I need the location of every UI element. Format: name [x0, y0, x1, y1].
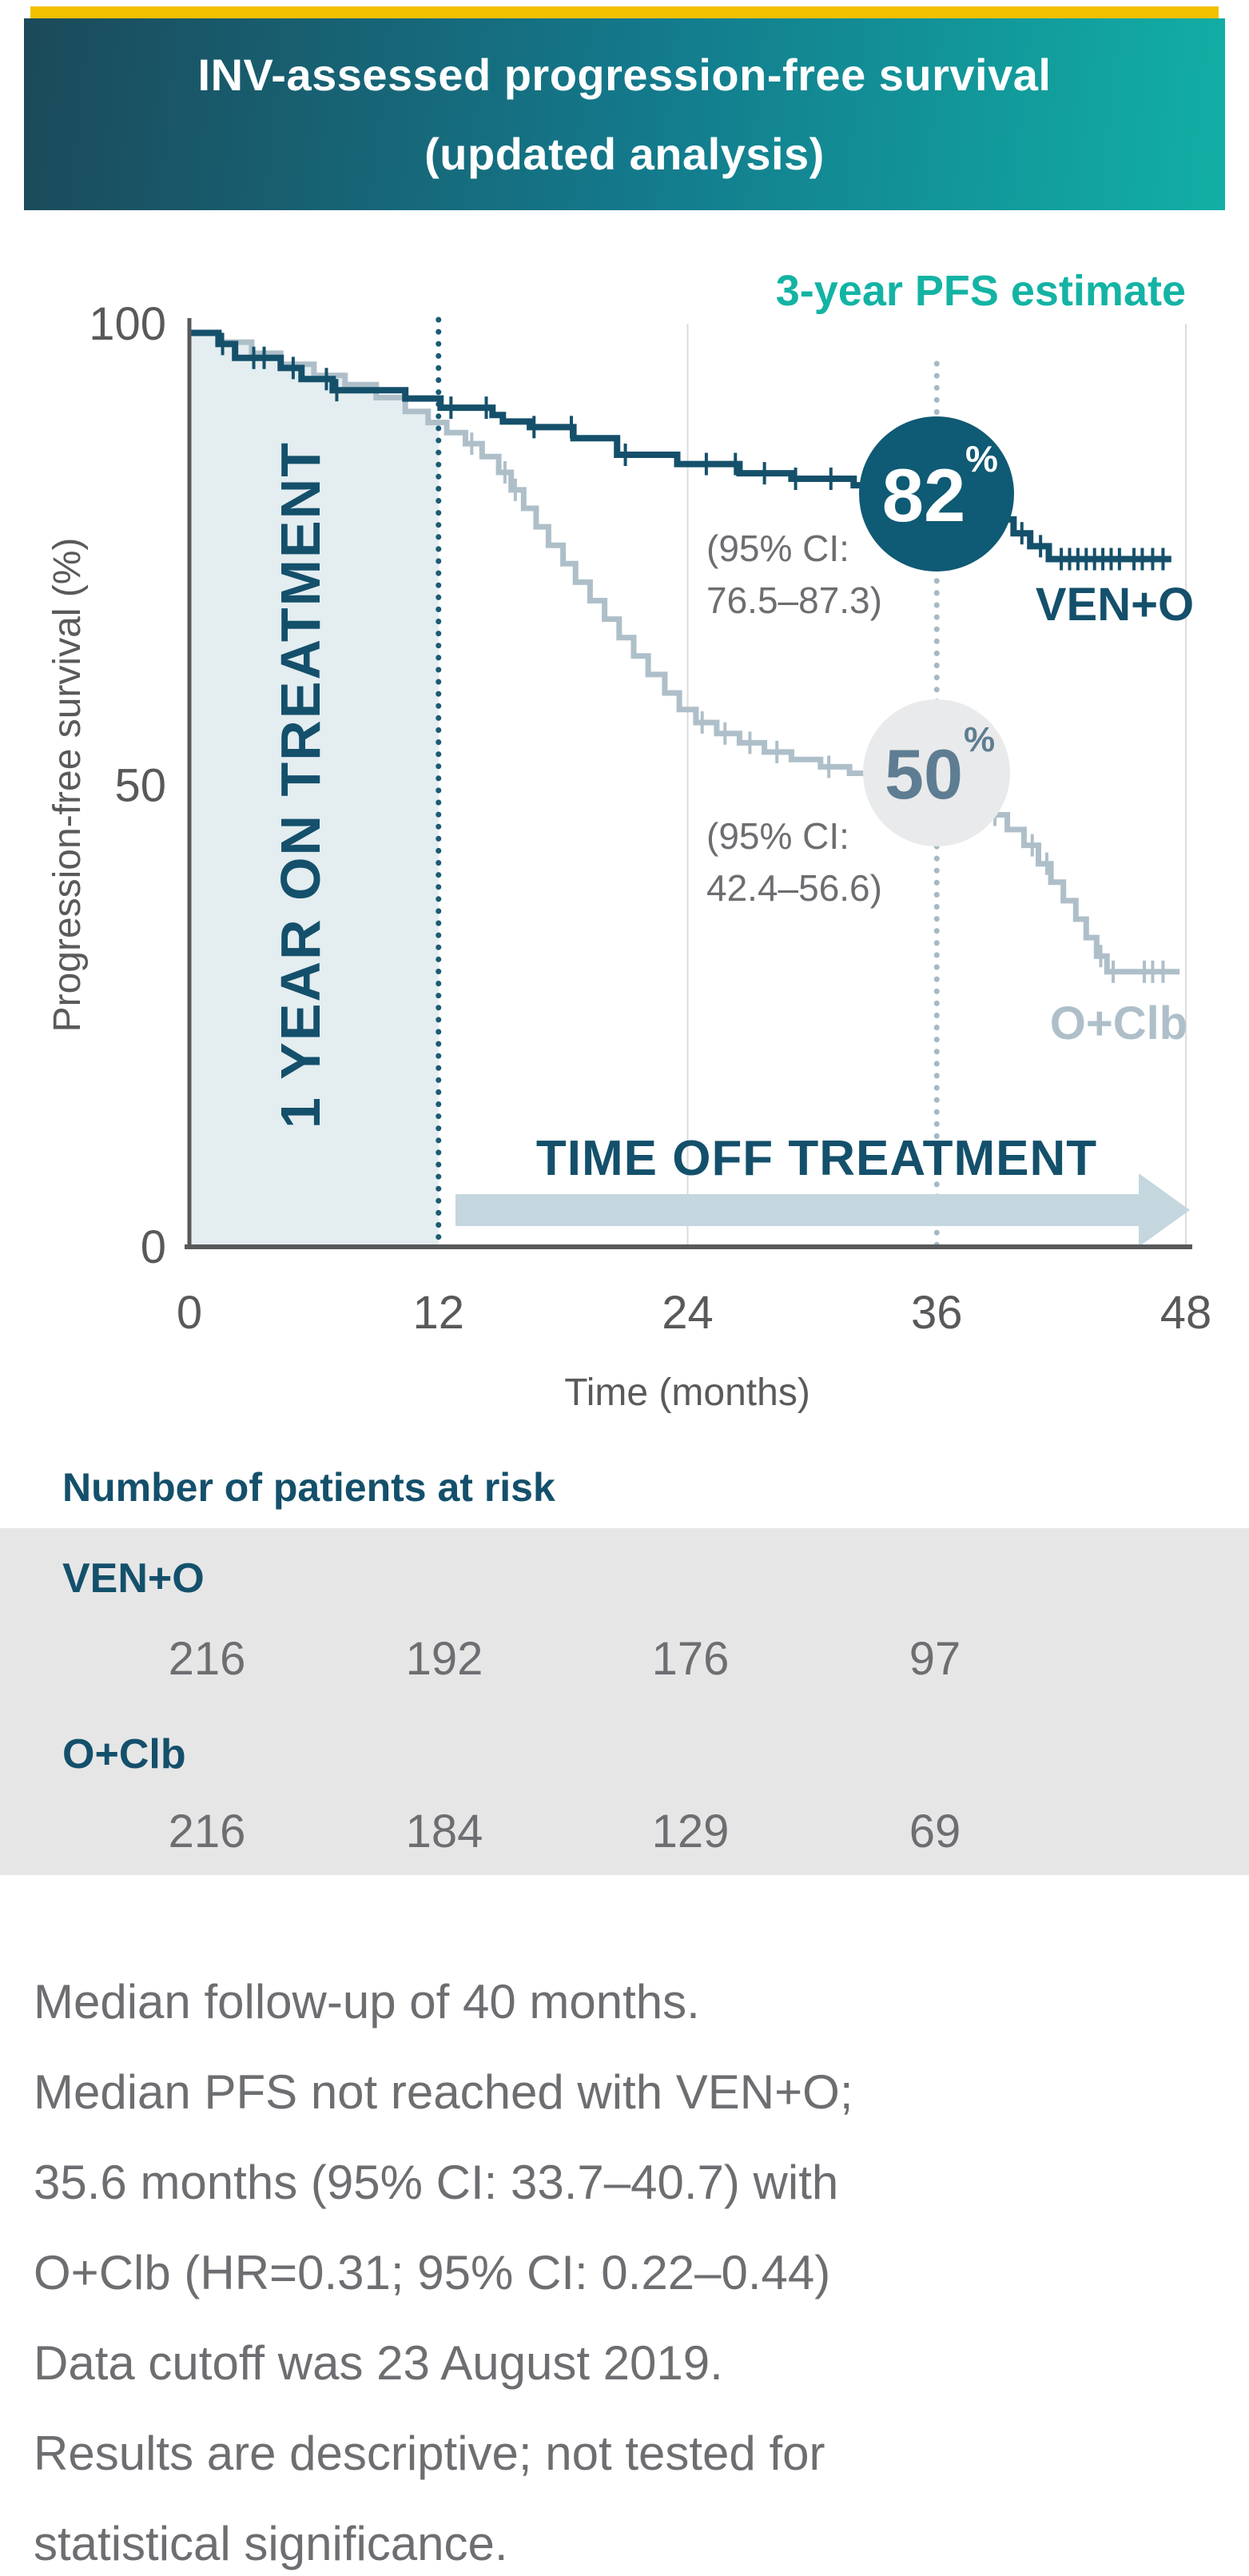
- risk-row-label-O+Clb: O+Clb: [62, 1731, 186, 1778]
- ven-o-estimate-value: 82: [882, 453, 966, 537]
- y-axis-ticks: 100 50 0: [89, 298, 166, 1273]
- risk-table-heading: Number of patients at risk: [62, 1465, 555, 1510]
- x-tick-24: 24: [662, 1287, 714, 1339]
- page-title-line2: (updated analysis): [424, 129, 825, 179]
- o-clb-estimate-percent: %: [964, 720, 995, 759]
- ven-o-estimate-percent: %: [965, 438, 998, 480]
- footnote-line: 35.6 months (95% CI: 33.7–40.7) with: [34, 2156, 839, 2209]
- risk-value: 192: [405, 1633, 483, 1685]
- time-off-arrow: [455, 1173, 1190, 1247]
- footnote-line: Median follow-up of 40 months.: [34, 1975, 700, 2029]
- y-axis-title: Progression-free survival (%): [46, 538, 89, 1033]
- risk-value: 184: [405, 1806, 483, 1857]
- accent-bar: [30, 6, 1219, 18]
- x-axis-ticks: 0 12 24 36 48: [177, 1287, 1211, 1339]
- footnote-line: Median PFS not reached with VEN+O;: [34, 2065, 853, 2119]
- risk-row-label-VEN+O: VEN+O: [62, 1555, 205, 1602]
- risk-value: 69: [909, 1806, 961, 1857]
- page-title-line1: INV-assessed progression-free survival: [197, 50, 1052, 100]
- annotation-heading: 3-year PFS estimate: [776, 267, 1186, 315]
- x-tick-12: 12: [412, 1287, 464, 1339]
- off-treatment-label: TIME OFF TREATMENT: [536, 1131, 1097, 1186]
- footnote-line: statistical significance.: [34, 2517, 508, 2570]
- x-axis-title: Time (months): [564, 1372, 810, 1414]
- footnote-line: Results are descriptive; not tested for: [34, 2427, 825, 2480]
- km-curve-o-clb: [189, 330, 1180, 975]
- footnote-line: Data cutoff was 23 August 2019.: [34, 2336, 723, 2390]
- o-clb-estimate-value: 50: [885, 735, 963, 814]
- o-clb-estimate-circle: 50 %: [863, 699, 1010, 846]
- y-tick-50: 50: [114, 760, 166, 812]
- on-treatment-label: 1 YEAR ON TREATMENT: [269, 441, 332, 1129]
- risk-value: 216: [168, 1806, 246, 1857]
- x-tick-48: 48: [1160, 1287, 1212, 1339]
- risk-table-band: [0, 1528, 1249, 1875]
- o-clb-curve-label: O+Clb: [1050, 997, 1187, 1049]
- risk-value: 216: [168, 1633, 246, 1685]
- axes: [185, 318, 1192, 1249]
- footnote-line: O+Clb (HR=0.31; 95% CI: 0.22–0.44): [34, 2246, 831, 2299]
- risk-value: 129: [651, 1806, 730, 1857]
- gridlines: [686, 324, 1187, 1247]
- shade-area: [189, 332, 439, 1247]
- o-clb-ci-line1: (95% CI:: [706, 815, 849, 857]
- ven-o-ci-line2: 76.5–87.3): [706, 579, 882, 621]
- ven-o-curve-label: VEN+O: [1036, 579, 1194, 631]
- ven-o-estimate-circle: 82 %: [859, 416, 1014, 571]
- risk-value: 97: [909, 1633, 961, 1685]
- header-banner: INV-assessed progression-free survival (…: [24, 18, 1225, 210]
- x-tick-0: 0: [177, 1287, 202, 1339]
- pfs-chart: 1 YEAR ON TREATMENT TIME OFF TREATMENT 3…: [46, 267, 1211, 1414]
- pfs-chart-container: 1 YEAR ON TREATMENT TIME OFF TREATMENT 3…: [0, 216, 1249, 1439]
- o-clb-ci-line2: 42.4–56.6): [706, 867, 882, 909]
- x-tick-36: 36: [911, 1287, 963, 1339]
- risk-value: 176: [651, 1633, 730, 1685]
- on-treatment-shaded-region: [189, 332, 439, 1247]
- y-tick-0: 0: [141, 1221, 166, 1273]
- y-tick-100: 100: [89, 298, 166, 350]
- footnote-block: Median follow-up of 40 months. Median PFS…: [34, 1957, 1224, 2576]
- ven-o-ci-line1: (95% CI:: [706, 528, 849, 569]
